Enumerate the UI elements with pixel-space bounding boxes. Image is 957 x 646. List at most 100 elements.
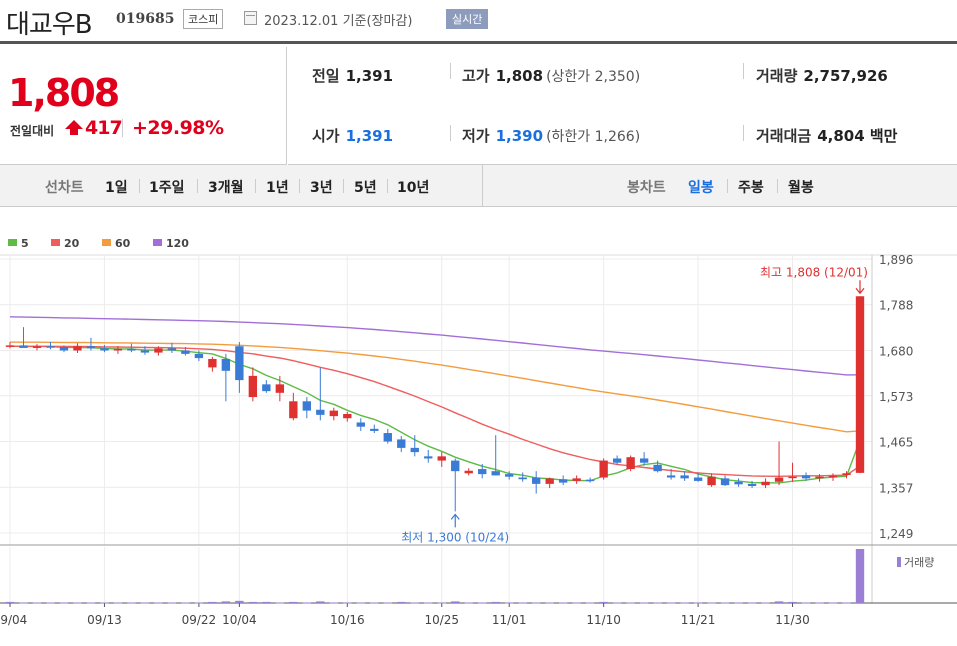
volume-bar [221,601,231,603]
stat-low: 저가 1,390 (하한가 1,266) [462,125,640,146]
candle-daily[interactable]: 일봉 [688,180,714,196]
divider [777,179,778,193]
volume-bar [815,602,824,604]
stock-code: 019685 [116,11,175,27]
period-3m[interactable]: 3개월 [208,180,244,196]
stat-open: 시가 1,391 [312,125,393,146]
candle-body [639,458,649,463]
candle-body [505,474,514,477]
stat-low-label: 저가 [462,127,490,145]
candle-body [167,348,177,351]
high-arrow-icon [855,280,865,295]
period-1d[interactable]: 1일 [105,180,128,196]
volume-bar [801,602,811,604]
volume-bar [585,602,595,604]
candle-body [59,347,69,351]
period-1w[interactable]: 1주일 [149,180,185,196]
volume-bar [410,602,419,604]
candle-body [801,475,811,479]
candle-body [451,460,460,472]
realtime-button[interactable]: 실시간 [446,9,489,29]
stat-prev-value: 1,391 [345,67,394,85]
volume-bar [275,602,285,604]
period-5y[interactable]: 5년 [354,180,377,196]
volume-bar [73,602,82,604]
volume-bar [451,601,460,603]
candle-monthly[interactable]: 월봉 [788,180,814,196]
candle-body [46,346,55,348]
legend-label: 20 [64,237,80,250]
volume-bar [720,602,730,604]
stats-panel: 전일 1,391 고가 1,808 (상한가 2,350) 거래량 2,757,926 … [288,47,957,165]
chart-svg[interactable]: 1,896 1,788 1,680 1,573 1,465 1,357 1,249 09/04… [0,207,957,642]
candle-body [572,478,581,481]
candle-body [585,479,595,482]
candle-body [491,471,500,476]
candle-body [747,483,757,486]
candle-body [761,481,770,486]
stat-high-value: 1,808 [495,67,544,85]
candle-body [275,384,285,393]
volume-bar [356,602,365,604]
candle-body [788,476,797,479]
candle-body [127,348,136,351]
candle-chart-label: 봉차트 [627,180,666,196]
candle-body [316,409,325,415]
low-annotation: 최저 1,300 (10/24) [401,530,509,544]
y-tick-label: 1,788 [879,299,913,313]
x-tick-label: 10/25 [424,613,459,627]
stat-high: 고가 1,808 (상한가 2,350) [462,65,640,86]
candle-body [5,345,15,347]
divider [255,179,256,193]
volume-bar [370,602,379,604]
divider [450,63,451,79]
period-1y[interactable]: 1년 [266,180,289,196]
volume-bar [5,601,15,603]
candle-body [86,346,96,349]
candle-body [289,401,298,419]
volume-bar [262,601,271,603]
y-tick-label: 1,249 [879,527,913,541]
candle-body [343,413,352,419]
volume-bar [316,601,325,603]
stat-amount-label: 거래대금 [756,127,812,145]
y-tick-label: 1,896 [879,253,913,267]
candle-weekly[interactable]: 주봉 [738,180,764,196]
period-10y[interactable]: 10년 [397,180,430,196]
candle-body [140,350,150,353]
candle-body [397,439,406,448]
volume-bar [113,602,123,604]
ma-line-60 [9,341,861,433]
volume-bar [289,601,298,603]
candle-body [626,457,635,470]
volume-bar [518,602,527,604]
volume-bar [437,602,446,604]
x-tick-label: 09/04 [0,613,27,627]
period-3y[interactable]: 3년 [310,180,333,196]
period-bar: 선차트 1일 1주일 3개월 1년 3년 5년 10년 봉차트 일봉 주봉 월봉 [0,165,957,207]
candle-body [532,477,541,484]
volume-bar [612,602,622,604]
volume-bar [32,602,42,604]
stat-volume-label: 거래량 [756,67,798,85]
volume-bar [707,602,716,604]
stat-high-label: 고가 [462,67,490,85]
divider [299,179,300,193]
candle-body [612,458,622,463]
candle-body [653,464,662,472]
divider [343,179,344,193]
candle-body [154,348,163,353]
calendar-icon [244,11,257,25]
high-annotation: 최고 1,808 (12/01) [760,265,868,279]
candle-body [720,478,730,486]
volume-bar [545,602,554,604]
candle-body [478,469,487,475]
volume-bar [828,602,838,604]
stat-amount-value: 4,804 백만 [817,127,898,145]
volume-bar [653,602,662,604]
candle-body [424,456,433,459]
legend-label: 120 [166,237,189,250]
volume-bar [46,602,55,604]
candle-chart[interactable]: 1,896 1,788 1,680 1,573 1,465 1,357 1,249 09/04… [0,207,957,642]
ma-line-5 [9,345,861,484]
